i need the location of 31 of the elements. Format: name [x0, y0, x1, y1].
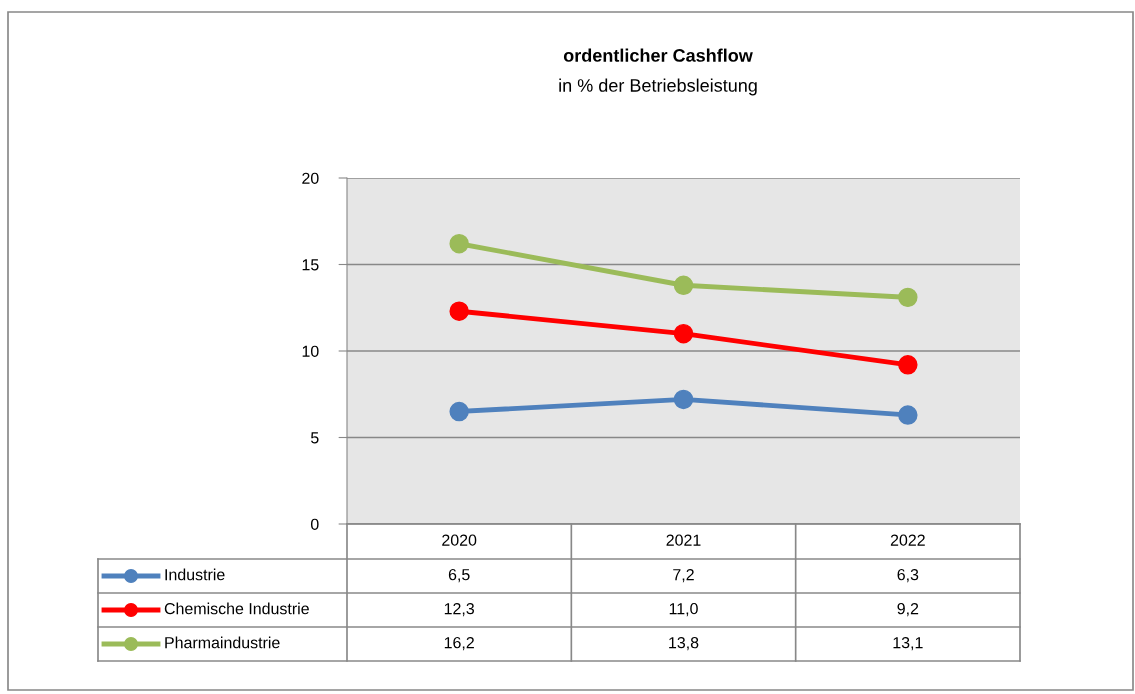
- chart-title: ordentlicher Cashflow: [563, 48, 753, 62]
- legend-label: Industrie: [165, 568, 225, 581]
- y-tick-label: 0: [310, 518, 319, 530]
- data-label: 6,3: [897, 568, 919, 583]
- point: [673, 389, 694, 410]
- point: [898, 287, 918, 308]
- y-tick-label: 20: [302, 172, 319, 184]
- point: [449, 301, 469, 321]
- point: [449, 401, 469, 422]
- data-label: 9,2: [897, 602, 919, 617]
- data-label: 6,5: [448, 568, 470, 583]
- point: [449, 234, 469, 254]
- y-tick-label: 5: [310, 432, 319, 444]
- data-label: 12,3: [444, 602, 475, 617]
- point: [673, 275, 694, 295]
- data-label: 13,8: [669, 636, 699, 651]
- x-tick-label: 2021: [666, 534, 701, 546]
- data-label: 11,0: [669, 602, 698, 617]
- legend-label: Chemische Industrie: [164, 602, 309, 615]
- x-tick-label: 2020: [442, 534, 477, 546]
- data-label: 13,1: [893, 636, 923, 651]
- legend-label: Pharmaindustrie: [165, 636, 280, 649]
- point: [673, 323, 694, 344]
- data-label: 7,2: [673, 568, 694, 583]
- chart-subtitle: in % der Betriebsleistung: [559, 78, 757, 96]
- data-label: 16,2: [444, 636, 474, 651]
- point: [898, 405, 918, 425]
- x-tick-label: 2022: [890, 534, 925, 546]
- point: [898, 355, 918, 375]
- y-tick-label: 15: [302, 259, 319, 271]
- y-tick-label: 10: [302, 345, 319, 357]
